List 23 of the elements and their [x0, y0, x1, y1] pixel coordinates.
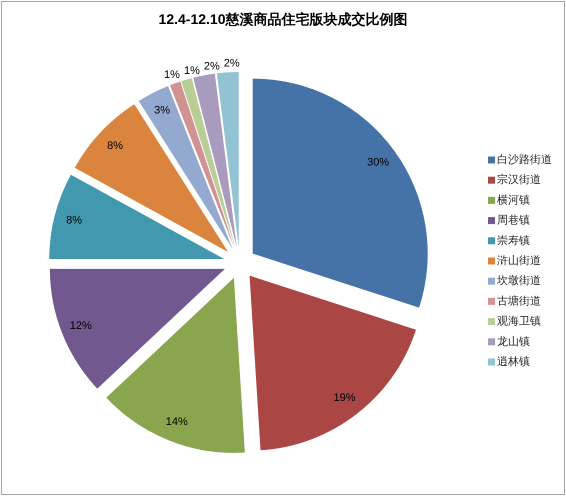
data-label: 1%	[164, 68, 180, 81]
data-label: 8%	[66, 214, 82, 227]
legend-label: 坎墩街道	[496, 274, 541, 288]
data-label: 2%	[204, 60, 220, 73]
legend-label: 观海卫镇	[497, 316, 541, 328]
legend-label: 周巷镇	[497, 214, 530, 227]
data-label: 19%	[334, 392, 356, 404]
data-label: 8%	[107, 140, 124, 152]
legend-label: 崇寿镇	[497, 234, 530, 247]
legend-label: 龙山镇	[497, 334, 530, 348]
chart-title: 12.4-12.10慈溪商品住宅版块成交比例图	[158, 10, 408, 27]
legend-label: 宗汉街道	[497, 173, 541, 186]
data-label: 1%	[184, 64, 200, 77]
legend-label: 横河镇	[497, 193, 530, 206]
legend-label: 逍林镇	[497, 355, 530, 368]
legend-label: 白沙路街道	[497, 153, 552, 166]
data-label: 14%	[166, 416, 188, 428]
legend-label: 浒山街道	[497, 254, 541, 268]
data-label: 30%	[367, 156, 390, 169]
legend-label: 古塘街道	[497, 294, 541, 308]
data-label: 2%	[224, 57, 240, 70]
data-label: 12%	[70, 320, 92, 332]
data-label: 3%	[154, 104, 170, 117]
